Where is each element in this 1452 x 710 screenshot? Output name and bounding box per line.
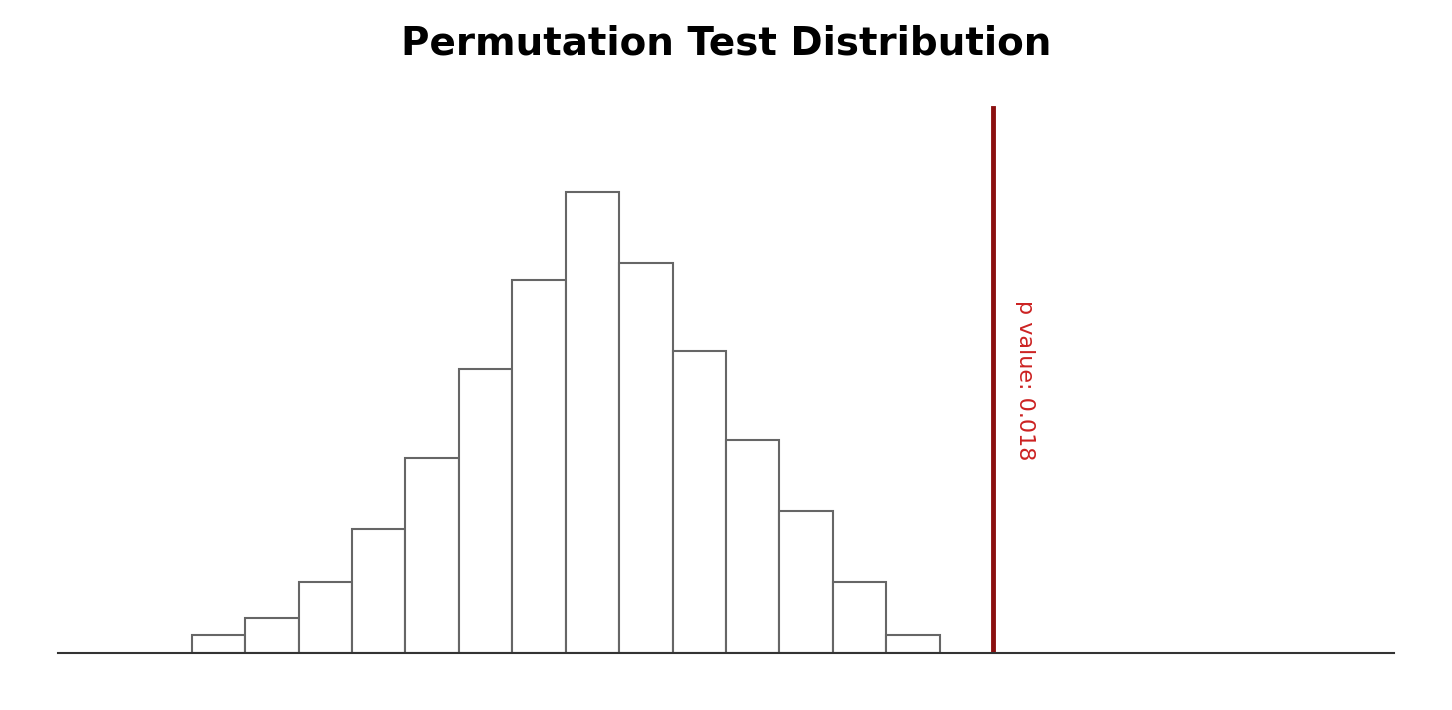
Bar — [351, 529, 405, 653]
Bar — [459, 369, 513, 653]
Bar — [672, 351, 726, 653]
Bar — [833, 582, 886, 653]
Title: Permutation Test Distribution: Permutation Test Distribution — [401, 25, 1051, 62]
Bar — [619, 263, 672, 653]
Bar — [566, 192, 619, 653]
Bar — [513, 280, 566, 653]
Bar — [886, 635, 939, 653]
Bar — [299, 582, 351, 653]
Bar — [405, 458, 459, 653]
Bar — [780, 511, 833, 653]
Bar — [726, 440, 780, 653]
Bar — [192, 635, 245, 653]
Bar — [245, 618, 299, 653]
Text: p value: 0.018: p value: 0.018 — [1015, 300, 1034, 461]
